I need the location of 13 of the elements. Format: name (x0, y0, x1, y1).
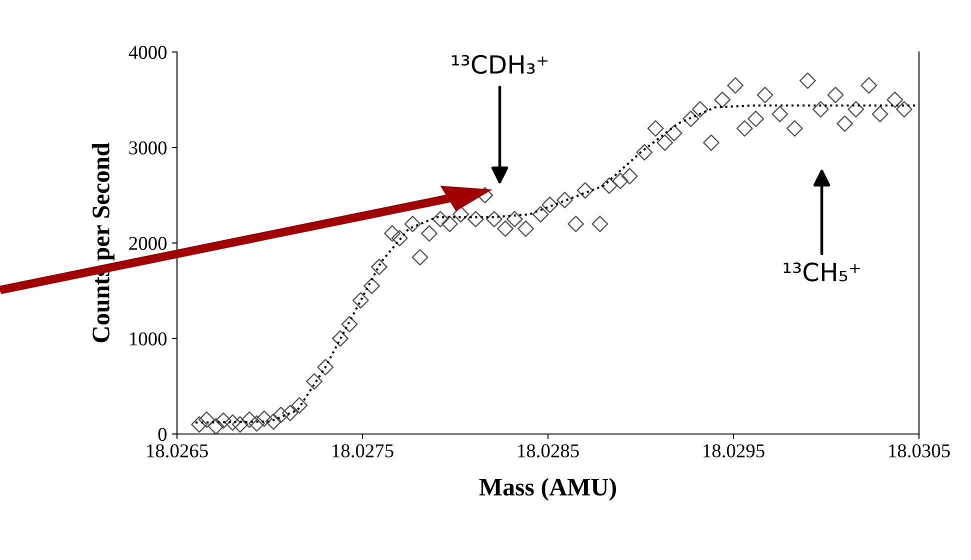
y-tick-label: 3000 (129, 141, 167, 154)
x-axis-title: Mass (AMU) (479, 478, 616, 501)
x-tick-label: 18.0295 (704, 444, 764, 458)
y-tick-label: 2000 (129, 236, 167, 250)
y-tick-label: 0 (158, 428, 167, 441)
annotation: ¹³CDH₃⁺ (452, 54, 548, 74)
x-tick-label: 18.0285 (518, 444, 579, 458)
y-tick-label: 4000 (128, 46, 167, 59)
y-tick-label: 1000 (130, 332, 167, 346)
x-tick-label: 18.0305 (889, 444, 950, 458)
x-tick-label: 18.0275 (332, 444, 394, 458)
annotation: ¹³CH₅⁺ (784, 262, 860, 282)
x-tick-label: 18.0265 (147, 444, 208, 458)
